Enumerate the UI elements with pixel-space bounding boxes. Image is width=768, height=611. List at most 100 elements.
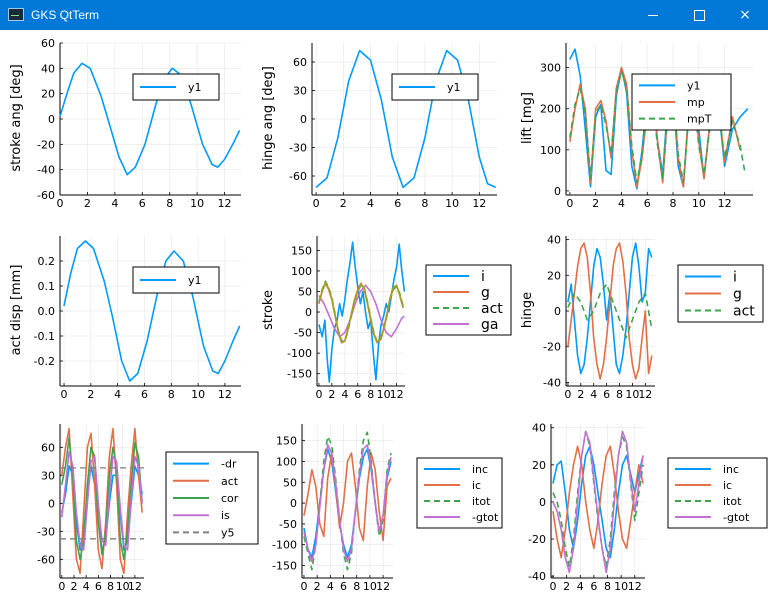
legend-label-y1: y1	[188, 274, 202, 287]
y-tick-label: -50	[294, 327, 312, 340]
y-tick-label: -30	[289, 142, 307, 155]
subplot-1: 0 2 4 6 8 10 12 -60 -40 -20 0 20 40 60 stroke ang [deg…	[9, 37, 241, 210]
x-tick-label: 8	[168, 388, 175, 401]
minimize-button[interactable]	[630, 0, 676, 30]
legend: inc ic itot -gtot	[667, 457, 768, 529]
legend-label-g: g	[481, 285, 490, 301]
series-line-i	[567, 242, 653, 375]
y-tick-label: 0.0	[38, 305, 56, 318]
series-line-y1	[63, 240, 241, 382]
x-tick-label: 4	[83, 580, 90, 593]
x-tick-label: 4	[590, 388, 597, 401]
legend-label-mpT: mpT	[687, 113, 712, 126]
legend: y1	[132, 266, 220, 294]
x-tick-label: 6	[95, 580, 102, 593]
y-axis-label: stroke ang [deg]	[9, 64, 24, 171]
legend-label-i: i	[733, 270, 737, 286]
y-tick-label: 60	[41, 441, 55, 454]
y-tick-label: -20	[528, 533, 546, 546]
x-tick-label: 10	[116, 580, 130, 593]
y-tick-label: 60	[41, 37, 55, 50]
window-titlebar[interactable]: GKS QtTerm ×	[0, 0, 768, 30]
y-tick-label: -60	[37, 189, 55, 202]
legend-label-inc: inc	[472, 463, 488, 476]
x-tick-label: 2	[592, 197, 599, 210]
x-tick-label: 10	[625, 388, 639, 401]
x-tick-label: 12	[376, 580, 390, 593]
y-tick-label: -20	[543, 341, 561, 354]
x-tick-label: 8	[166, 197, 173, 210]
y-tick-label: -150	[272, 560, 297, 573]
x-tick-label: 8	[670, 197, 677, 210]
x-tick-label: 6	[141, 388, 148, 401]
series-line-is	[61, 451, 143, 551]
subplot-2: 0 2 4 6 8 10 12 -60 -30 0 30 60 hinge ang [deg] y1	[261, 43, 497, 210]
x-tick-label: 6	[603, 388, 610, 401]
x-tick-label: 6	[590, 580, 597, 593]
x-tick-label: 12	[218, 388, 232, 401]
x-tick-label: 8	[353, 580, 360, 593]
x-tick-label: 0	[315, 388, 322, 401]
y-tick-label: 200	[540, 103, 561, 116]
x-tick-label: 0	[300, 580, 307, 593]
y-axis-label: hinge	[520, 292, 535, 328]
close-button[interactable]: ×	[722, 0, 768, 30]
y-tick-label: -40	[37, 164, 55, 177]
y-tick-label: 0	[554, 305, 561, 318]
x-tick-label: 10	[692, 197, 706, 210]
series-line-cor	[61, 437, 143, 561]
y-tick-label: -100	[272, 539, 297, 552]
legend-label-y1: y1	[188, 81, 202, 94]
y-tick-label: -0.1	[34, 330, 55, 343]
y-tick-label: 40	[547, 234, 561, 247]
legend-label-y1: y1	[447, 81, 461, 94]
x-tick-label: 2	[577, 388, 584, 401]
subplot-4: 0 2 4 6 8 10 12 -0.2 -0.1 0.0 0.1 0.2 act disp [mm] y…	[9, 236, 241, 401]
x-tick-label: 10	[614, 580, 628, 593]
y-tick-label: 300	[540, 62, 561, 75]
x-tick-label: 12	[638, 388, 652, 401]
legend-label-i: i	[481, 269, 485, 285]
y-tick-label: 20	[547, 269, 561, 282]
legend-label-y5: y5	[221, 526, 235, 539]
x-tick-label: 0	[564, 388, 571, 401]
series-line-ga	[318, 284, 405, 338]
x-tick-label: 12	[628, 580, 642, 593]
y-tick-label: -150	[287, 368, 312, 381]
x-tick-label: 8	[421, 197, 428, 210]
y-tick-label: 0	[305, 306, 312, 319]
x-tick-label: 8	[604, 580, 611, 593]
x-tick-label: 2	[71, 580, 78, 593]
legend-label-ga: ga	[481, 317, 498, 333]
maximize-button[interactable]	[676, 0, 722, 30]
y-tick-label: 50	[298, 285, 312, 298]
y-tick-label: 30	[293, 85, 307, 98]
x-tick-label: 0	[57, 197, 64, 210]
legend-label-ic: ic	[472, 479, 481, 492]
legend-label-y1: y1	[687, 79, 701, 92]
maximize-icon	[693, 9, 705, 21]
y-tick-label: 60	[293, 56, 307, 69]
y-tick-label: -40	[543, 376, 561, 389]
legend: y1 mp mpT	[631, 73, 732, 131]
y-tick-label: 0	[300, 113, 307, 126]
y-tick-label: 40	[532, 422, 546, 435]
y-tick-label: 30	[41, 469, 55, 482]
legend-label-act: act	[221, 475, 239, 488]
y-tick-label: -40	[528, 570, 546, 583]
series-line-g	[318, 282, 404, 344]
y-tick-label: 20	[41, 88, 55, 101]
y-tick-label: 100	[291, 265, 312, 278]
x-tick-label: 2	[84, 197, 91, 210]
x-tick-label: 12	[472, 197, 486, 210]
legend-label-itot: itot	[723, 495, 742, 508]
y-tick-label: -20	[37, 138, 55, 151]
x-tick-label: 2	[328, 388, 335, 401]
y-tick-label: 50	[283, 476, 297, 489]
x-tick-label: 2	[87, 388, 94, 401]
y-tick-label: -60	[37, 553, 55, 566]
x-tick-label: 12	[390, 388, 404, 401]
